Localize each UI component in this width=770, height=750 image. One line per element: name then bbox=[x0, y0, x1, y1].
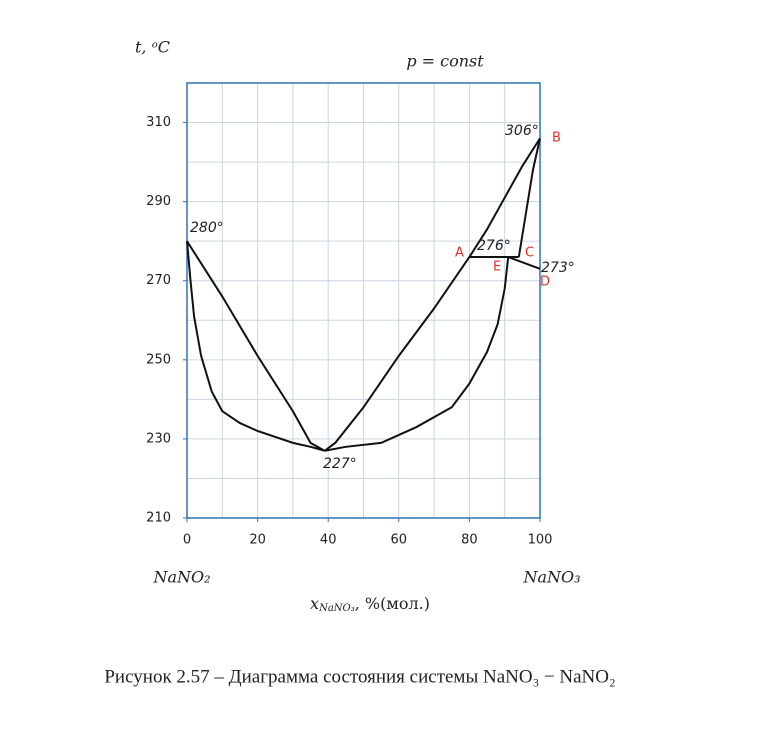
point-label: E bbox=[493, 260, 501, 275]
x-axis-symbol: x bbox=[310, 594, 319, 613]
phase-line bbox=[324, 256, 510, 452]
plot-frame bbox=[186, 82, 541, 519]
y-tick-label: 250 bbox=[146, 352, 171, 367]
point-label: C bbox=[525, 246, 534, 261]
point-label: D bbox=[540, 275, 550, 290]
x-axis-unit: , %(мол.) bbox=[355, 594, 430, 613]
phase-line bbox=[324, 137, 541, 452]
point-label: A bbox=[455, 246, 464, 261]
y-tick-label: 270 bbox=[146, 273, 171, 288]
x-tick-label: 80 bbox=[461, 533, 478, 548]
x-tick-label: 60 bbox=[391, 533, 408, 548]
point-label: B bbox=[552, 131, 561, 146]
temperature-label: 276° bbox=[477, 238, 511, 254]
x-axis-subscript: NaNO₃ bbox=[318, 603, 355, 614]
temperature-label: 227° bbox=[323, 456, 357, 472]
phase-line bbox=[186, 241, 325, 452]
temperature-label: 306° bbox=[505, 123, 539, 139]
x-tick-label: 20 bbox=[249, 533, 266, 548]
caption: Рисунок 2.57 – Диаграмма состояния систе… bbox=[104, 666, 615, 687]
chart-title: p = const bbox=[406, 52, 484, 71]
x-tick-label: 0 bbox=[183, 533, 191, 548]
phase-line bbox=[507, 256, 541, 270]
y-axis-title: t, ᵒC bbox=[135, 38, 170, 57]
temperature-label: 280° bbox=[190, 220, 224, 236]
y-tick-label: 210 bbox=[146, 511, 171, 526]
phase-line bbox=[186, 240, 326, 452]
right-component: NaNO₃ bbox=[522, 568, 580, 587]
left-component: NaNO₂ bbox=[152, 568, 210, 587]
y-tick-label: 230 bbox=[146, 431, 171, 446]
temperature-label: 273° bbox=[541, 260, 575, 276]
x-tick-label: 100 bbox=[528, 533, 553, 548]
y-tick-label: 310 bbox=[146, 115, 171, 130]
phase-line bbox=[517, 138, 541, 258]
x-tick-label: 40 bbox=[320, 533, 337, 548]
y-tick-label: 290 bbox=[146, 194, 171, 209]
x-axis-title: xNaNO₃, %(мол.) bbox=[310, 594, 430, 614]
